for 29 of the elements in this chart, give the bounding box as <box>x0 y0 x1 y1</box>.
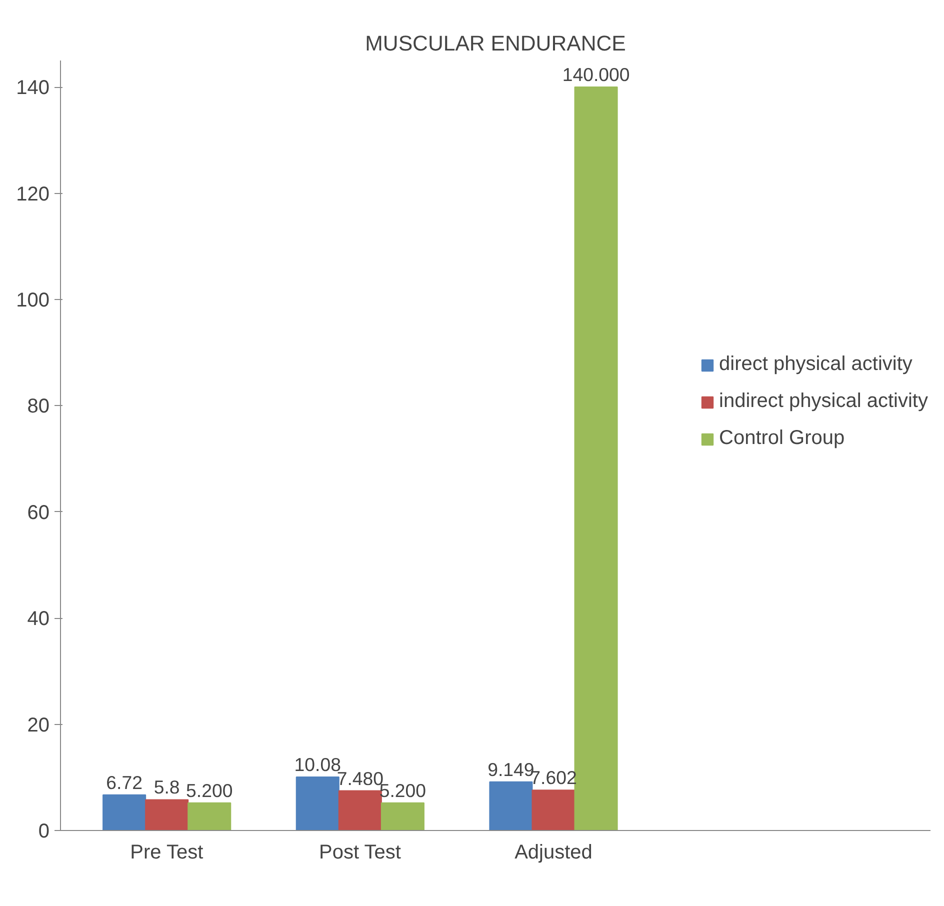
bar <box>338 790 382 830</box>
x-tick-label: Pre Test <box>130 842 204 864</box>
y-tick-label: 100 <box>16 289 50 312</box>
bar <box>102 794 146 830</box>
x-tick-label: Adjusted <box>514 842 592 864</box>
bar <box>489 781 533 830</box>
y-tick-label: 60 <box>27 502 50 524</box>
data-label: 5.200 <box>186 780 233 801</box>
legend-label: Control Group <box>719 427 845 450</box>
data-label: 5.8 <box>154 776 180 798</box>
bar <box>188 802 232 830</box>
y-tick-label: 40 <box>27 608 50 630</box>
x-tick-label: Post Test <box>319 842 402 864</box>
legend-label: direct physical activity <box>719 353 912 376</box>
bar <box>532 790 576 830</box>
chart-title: MUSCULAR ENDURANCE <box>365 32 626 56</box>
y-tick-label: 120 <box>16 183 50 206</box>
bar <box>574 86 618 830</box>
y-tick-label: 80 <box>27 396 50 418</box>
y-tick-label: 20 <box>27 714 50 736</box>
data-label: 140.000 <box>562 64 630 86</box>
y-tick-label: 0 <box>38 820 50 842</box>
data-label: 6.72 <box>106 772 142 793</box>
y-tick-label: 140 <box>16 77 50 100</box>
bar <box>380 802 424 830</box>
bar <box>296 776 340 830</box>
bar <box>145 799 189 830</box>
data-label: 10.08 <box>294 754 341 775</box>
legend-label: indirect physical activity <box>719 390 928 413</box>
